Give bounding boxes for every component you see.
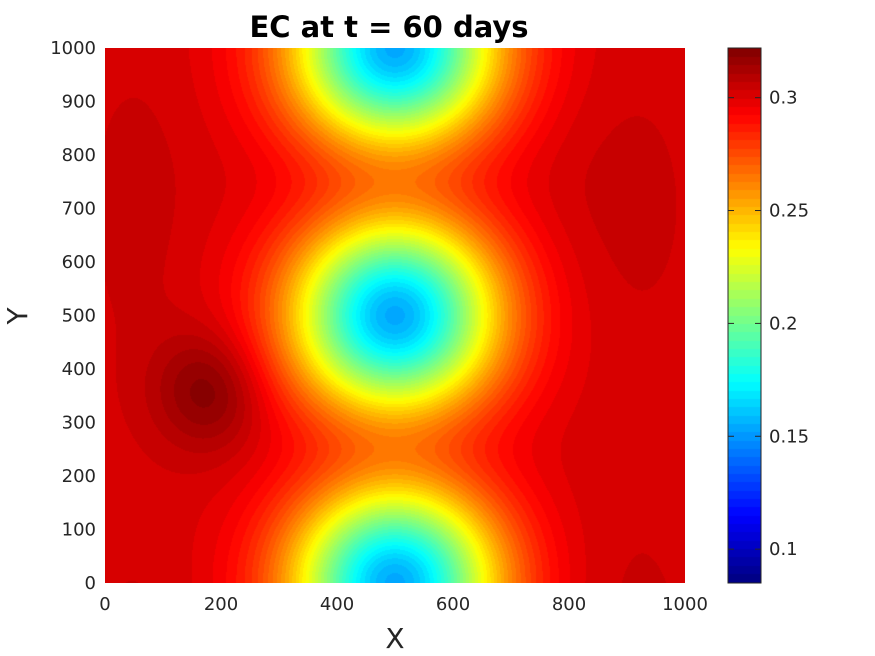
y-tick-label: 700 [62, 199, 96, 220]
x-tick-label: 800 [552, 594, 586, 615]
x-tick-label: 0 [99, 594, 110, 615]
y-axis-label: Y [1, 307, 34, 326]
y-tick-label: 100 [62, 520, 96, 541]
x-tick-label: 600 [436, 594, 470, 615]
colorbar-tick-label: 0.3 [769, 88, 798, 109]
x-axis-label: X [385, 622, 404, 655]
colorbar: 0.1 0.15 0.2 0.25 0.3 [727, 47, 809, 584]
colorbar-tick-label: 0.15 [769, 426, 809, 447]
y-tick-label: 800 [62, 145, 96, 166]
x-tick-label: 200 [204, 594, 238, 615]
y-tick-label: 1000 [50, 38, 96, 59]
heatmap-field [105, 48, 685, 583]
x-tick-label: 400 [320, 594, 354, 615]
colorbar-tick-label: 0.2 [769, 313, 798, 334]
y-tick-label: 0 [85, 573, 96, 594]
colorbar-tick-label: 0.1 [769, 539, 798, 560]
y-tick-label: 300 [62, 413, 96, 434]
y-tick-label: 900 [62, 92, 96, 113]
colorbar-tick-label: 0.25 [769, 201, 809, 222]
colorbar-gradient [728, 48, 761, 583]
y-tick-label: 500 [62, 306, 96, 327]
y-tick-label: 200 [62, 466, 96, 487]
y-axis-ticks: 0 100 200 300 400 500 600 700 800 900 1000 [50, 38, 96, 594]
chart-title: EC at t = 60 days [249, 10, 528, 44]
y-tick-label: 400 [62, 359, 96, 380]
colorbar-ticks: 0.1 0.15 0.2 0.25 0.3 [728, 88, 809, 560]
y-tick-label: 600 [62, 252, 96, 273]
x-tick-label: 1000 [662, 594, 708, 615]
x-axis-ticks: 0 200 400 600 800 1000 [99, 594, 708, 615]
plot-area [105, 48, 685, 583]
